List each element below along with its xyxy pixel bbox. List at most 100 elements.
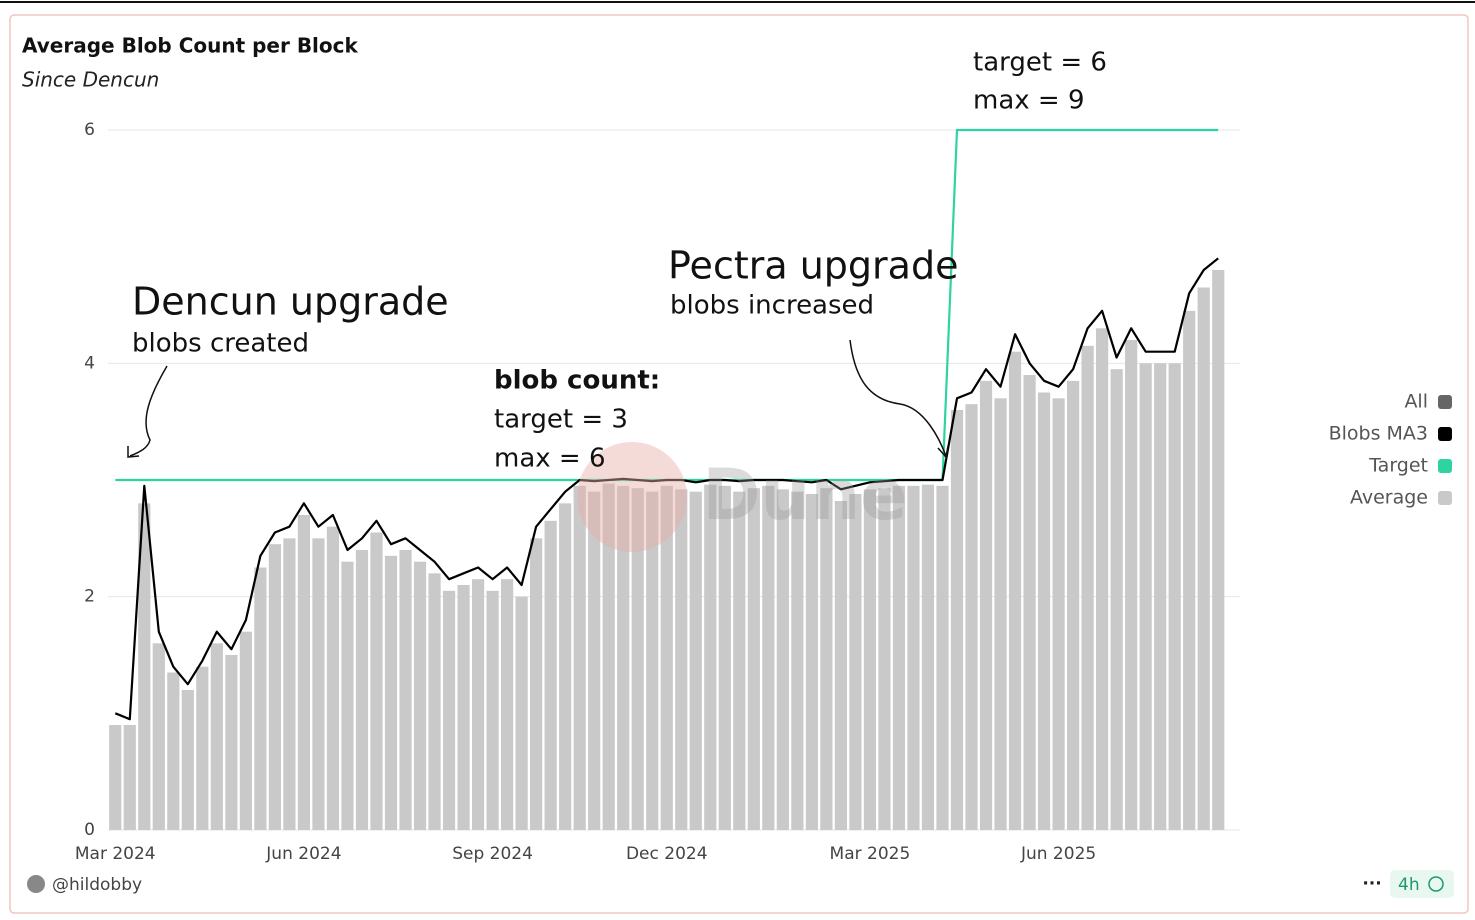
bar xyxy=(138,503,151,830)
bar xyxy=(1052,398,1065,830)
bar xyxy=(109,725,122,830)
bar xyxy=(820,488,833,830)
x-tick-label: Mar 2025 xyxy=(830,844,911,864)
bar xyxy=(530,538,543,830)
bar xyxy=(1096,328,1109,830)
bar xyxy=(805,494,818,830)
annotation: target = 6 xyxy=(973,48,1107,78)
bar xyxy=(617,485,630,830)
bar xyxy=(167,672,180,830)
bar xyxy=(588,491,601,830)
bar xyxy=(370,532,383,830)
bar xyxy=(718,485,731,830)
bar xyxy=(384,555,398,830)
bar xyxy=(341,561,354,830)
watermark-logo xyxy=(577,442,687,552)
bar xyxy=(689,491,702,830)
bar xyxy=(675,489,688,830)
annotation: blobs created xyxy=(132,329,309,359)
bar xyxy=(123,725,136,830)
bar xyxy=(892,485,906,830)
bar xyxy=(1110,369,1123,830)
legend-label[interactable]: Blobs MA3 xyxy=(1329,423,1428,445)
bar xyxy=(501,579,514,830)
bar xyxy=(907,485,920,830)
bar xyxy=(704,484,717,830)
bar xyxy=(762,485,775,830)
bar xyxy=(471,579,485,830)
bar xyxy=(515,596,528,830)
bar xyxy=(1067,380,1080,830)
x-tick-label: Sep 2024 xyxy=(452,844,533,864)
bar xyxy=(994,398,1007,830)
annotation: max = 9 xyxy=(973,86,1085,116)
bar xyxy=(457,585,470,830)
bar xyxy=(254,567,267,830)
bar xyxy=(312,538,325,830)
author[interactable]: @hildobby xyxy=(52,875,142,895)
bar xyxy=(921,484,935,830)
legend-swatch xyxy=(1438,491,1452,505)
check-icon xyxy=(1428,876,1444,892)
y-tick-label: 6 xyxy=(84,120,95,140)
watermark: Dune xyxy=(702,454,907,536)
bar xyxy=(863,489,877,830)
bar xyxy=(1154,363,1167,830)
bar xyxy=(733,491,746,830)
bar xyxy=(1125,340,1138,830)
bar xyxy=(878,488,891,830)
plot: 0 2 4 6 Mar 2024 Jun 2024 Sep 2024 Dec 2024 Mar … xyxy=(75,120,1240,864)
line xyxy=(114,257,1219,721)
bar xyxy=(1037,392,1051,830)
y-tick-label: 2 xyxy=(84,587,95,607)
legend-swatch xyxy=(1438,427,1452,441)
x-tick-label: Dec 2024 xyxy=(626,844,708,864)
bar xyxy=(834,501,847,830)
bar xyxy=(326,526,340,830)
bar xyxy=(225,655,238,830)
bar xyxy=(849,494,862,830)
bar xyxy=(646,491,659,830)
bar xyxy=(631,488,644,830)
x-tick-label: Jun 2024 xyxy=(265,844,341,864)
bar xyxy=(1081,345,1094,830)
annotation: blob count: xyxy=(494,366,660,396)
bar xyxy=(210,643,223,830)
bar xyxy=(936,485,949,830)
annotation: Pectra upgrade xyxy=(668,244,958,288)
x-tick-label: Jun 2025 xyxy=(1020,844,1096,864)
y-tick-label: 4 xyxy=(84,353,95,373)
chart-subtitle: Since Dencun xyxy=(22,68,159,92)
y-tick-label: 0 xyxy=(84,820,95,840)
legend-label[interactable]: Target xyxy=(1368,455,1428,477)
bar xyxy=(950,410,964,830)
legend-swatch xyxy=(1438,459,1452,473)
annotation: Dencun upgrade xyxy=(132,280,449,324)
bar xyxy=(747,488,760,830)
bar xyxy=(1183,310,1196,830)
bar xyxy=(544,520,557,830)
bar xyxy=(428,573,441,830)
card xyxy=(9,14,1469,914)
bar xyxy=(297,515,311,830)
bar xyxy=(1212,270,1225,830)
legend-label[interactable]: Average xyxy=(1350,487,1428,509)
bar xyxy=(1008,351,1022,830)
legend: All Blobs MA3 Target Average xyxy=(1329,391,1452,509)
bar xyxy=(152,643,165,830)
legend-label[interactable]: All xyxy=(1404,391,1428,413)
bar xyxy=(573,485,586,830)
bar xyxy=(1168,363,1181,830)
bar xyxy=(355,550,369,830)
annotation: max = 6 xyxy=(494,444,606,474)
annotation: target = 3 xyxy=(494,405,628,435)
age: 4h xyxy=(1398,875,1420,895)
bar xyxy=(660,485,673,830)
bar xyxy=(283,538,296,830)
bar xyxy=(196,666,209,830)
menu[interactable]: ··· xyxy=(1362,874,1381,894)
bar xyxy=(776,489,789,830)
bar xyxy=(399,550,412,830)
